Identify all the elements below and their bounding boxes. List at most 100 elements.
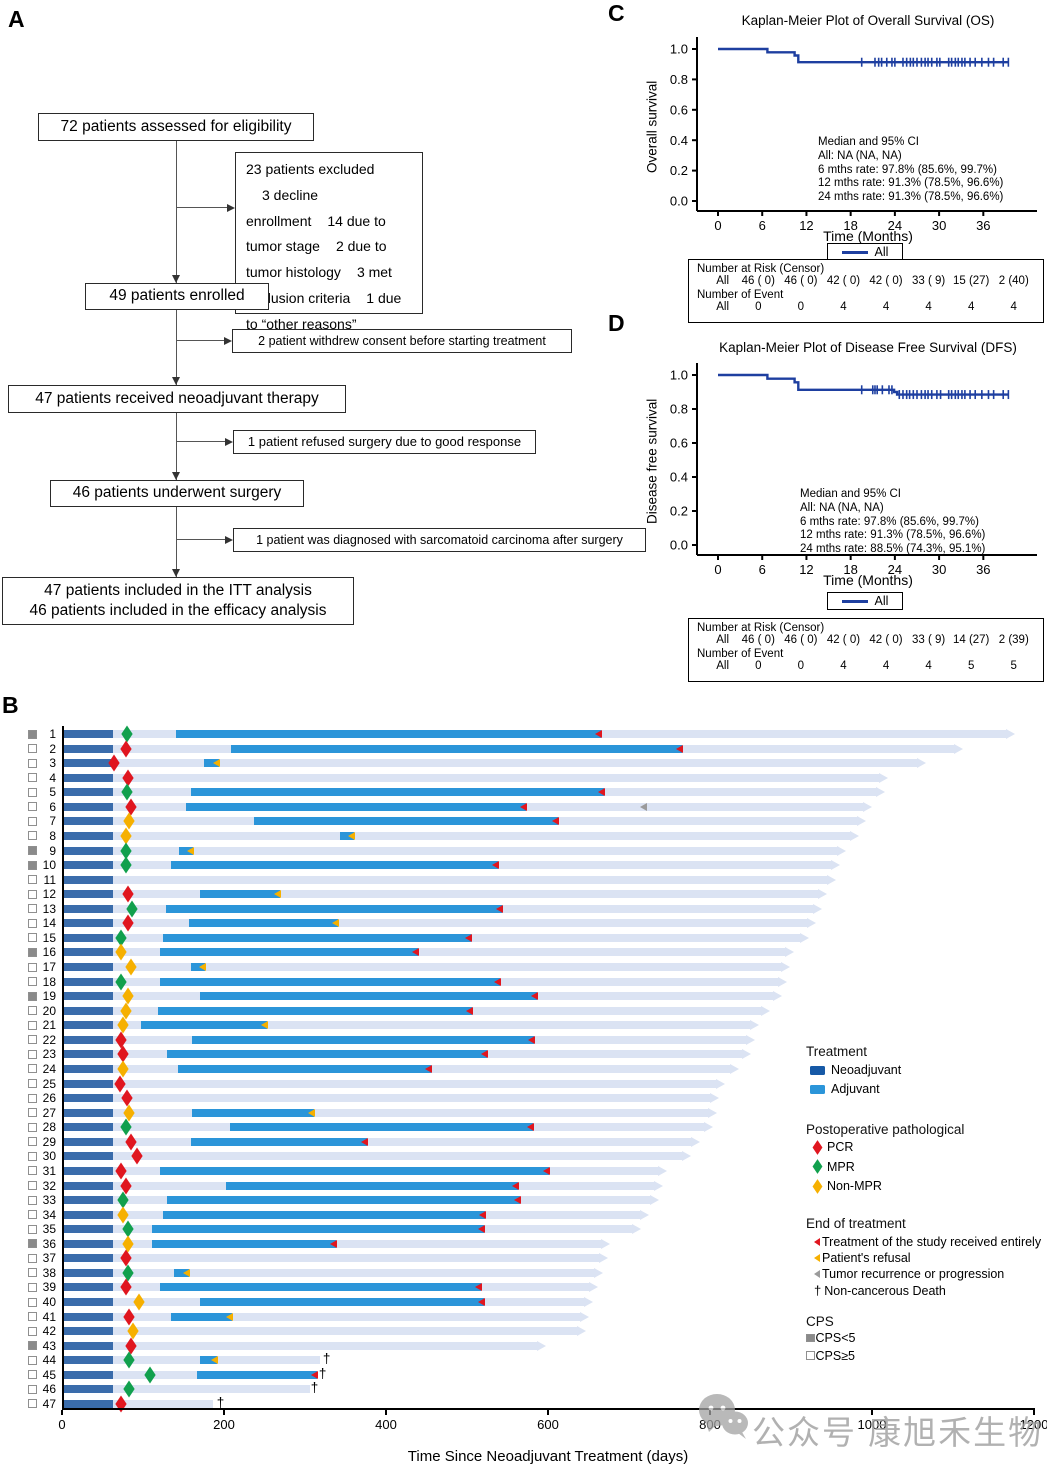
followup-arrow	[876, 787, 886, 798]
adjuvant-bar	[190, 1137, 368, 1146]
neoadjuvant-bar	[62, 1341, 114, 1350]
end-full-marker	[542, 1166, 550, 1175]
flow-box-itt-line2: 46 patients included in the efficacy ana…	[29, 602, 327, 619]
neoadjuvant-bar	[62, 788, 114, 797]
neoadjuvant-bar	[62, 817, 114, 826]
followup-arrow	[830, 860, 840, 871]
x-tick-label: 0	[714, 218, 721, 233]
pcr-diamond	[123, 1308, 135, 1326]
followup-arrow	[579, 1311, 589, 1322]
followup-track	[62, 831, 851, 840]
km-annotation-line: All: NA (NA, NA)	[800, 501, 884, 514]
flow-connector	[176, 413, 178, 480]
legend-cps-item-label: CPS<5	[815, 1331, 856, 1345]
row-label: 13	[42, 901, 56, 916]
y-tick-label: 0.8	[670, 72, 688, 87]
adjuvant-bar	[229, 1123, 533, 1132]
swimmer-x-tick	[223, 1409, 225, 1415]
row-label: 1	[49, 727, 56, 741]
flow-box-neoadjuvant: 47 patients received neoadjuvant therapy	[8, 385, 346, 413]
cps-open-square	[28, 1006, 37, 1016]
followup-track	[62, 817, 857, 826]
legend-treatment-item: Neoadjuvant	[810, 1063, 901, 1077]
os-legend-line-swatch	[841, 250, 868, 254]
followup-arrow	[583, 1297, 593, 1308]
flow-arrow-right	[224, 336, 232, 345]
cps-open-square	[28, 918, 37, 928]
cps-open-square	[28, 962, 37, 972]
os-annotation: Median and 95% CI All: NA (NA, NA) 6 mths …	[818, 136, 1003, 205]
dfs-title: Kaplan-Meier Plot of Disease Free Surviv…	[719, 340, 1017, 355]
adjuvant-bar	[190, 788, 604, 797]
x-tick-label: 24	[888, 218, 902, 233]
cps-open-square	[28, 1268, 37, 1278]
adjuvant-bar	[178, 846, 194, 855]
pcr-diamond	[121, 1089, 133, 1107]
km-annotation-line: Median and 95% CI	[800, 488, 902, 500]
followup-track	[62, 992, 774, 1001]
row-label: 8	[49, 828, 56, 843]
event-value: 0	[797, 301, 805, 313]
pcr-diamond	[120, 1177, 132, 1194]
adjuvant-bar	[163, 933, 472, 942]
y-tick-label: 1.0	[670, 368, 688, 383]
y-tick-label: 0.8	[670, 402, 688, 417]
end-refusal-marker	[210, 1356, 218, 1365]
row-label: 41	[42, 1309, 56, 1324]
neoadjuvant-bar	[62, 1196, 114, 1205]
followup-track	[62, 1356, 320, 1365]
end-full-marker	[530, 992, 538, 1001]
event-value: 0	[755, 301, 762, 313]
followup-track	[62, 1181, 655, 1190]
swimmer-x-tick-label: 0	[58, 1417, 66, 1432]
mpr-diamond	[117, 1191, 129, 1209]
followup-arrow	[710, 1093, 719, 1104]
neoadjuvant-bar	[62, 759, 114, 768]
followup-track	[62, 1268, 595, 1277]
flow-box-surgery: 46 patients underwent surgery	[50, 480, 304, 507]
flow-box-withdrew: 2 patient withdrew consent before starti…	[232, 329, 572, 353]
legend-treatment-item-label: Adjuvant	[831, 1082, 880, 1096]
followup-track	[62, 904, 813, 913]
neoadjuvant-bar	[62, 773, 114, 782]
adjuvant-bar	[197, 1370, 318, 1379]
adjuvant-bar	[151, 1239, 336, 1248]
row-label: 44	[42, 1353, 56, 1368]
followup-track	[62, 1225, 633, 1234]
pcr-diamond	[125, 1337, 137, 1355]
adjuvant-bar	[158, 1006, 472, 1015]
event-value: 5	[967, 660, 975, 672]
mpr-diamond	[123, 1380, 135, 1398]
row-label: 30	[42, 1149, 56, 1164]
flow-box-neoadjuvant-text: 47 patients received neoadjuvant therapy	[35, 389, 319, 407]
adjuvant-bar	[160, 948, 419, 957]
followup-track	[62, 861, 831, 870]
followup-track	[62, 1385, 310, 1394]
mpr-diamond	[125, 900, 138, 918]
followup-track	[62, 1137, 692, 1146]
row-label: 37	[42, 1251, 56, 1266]
risk-table-row: All 46 ( 0) 46 ( 0) 42 ( 0) 42 ( 0) 33 ( 9) 15…	[697, 275, 1035, 287]
adjuvant-bar	[225, 1181, 519, 1190]
x-tick-label: 0	[714, 562, 721, 577]
row-label: 43	[42, 1338, 56, 1353]
neoadjuvant-bar	[62, 1152, 114, 1161]
followup-arrow	[588, 1282, 598, 1293]
cps-open-square	[28, 1210, 37, 1220]
cps-open-square	[28, 1399, 37, 1409]
end-refusal-marker	[213, 759, 221, 768]
flow-arrow-down	[171, 472, 180, 480]
end-full-marker	[675, 744, 683, 753]
event-value: 0	[755, 660, 762, 672]
flow-box-excluded-item: 2 due to tumor histology	[246, 238, 387, 281]
x-tick-label: 36	[976, 218, 990, 233]
followup-arrow	[953, 743, 963, 754]
cps-open-square	[28, 1093, 37, 1103]
neoadjuvant-bar	[62, 977, 114, 986]
neoadjuvant-bar	[62, 933, 114, 942]
followup-arrow	[654, 1180, 664, 1191]
cps-open-square	[28, 758, 37, 768]
end-refusal-marker	[187, 846, 195, 855]
os-risk-table: Number at Risk (Censor) All 46 ( 0) 46 ( 0)…	[688, 259, 1044, 323]
row-label: 6	[49, 799, 56, 814]
